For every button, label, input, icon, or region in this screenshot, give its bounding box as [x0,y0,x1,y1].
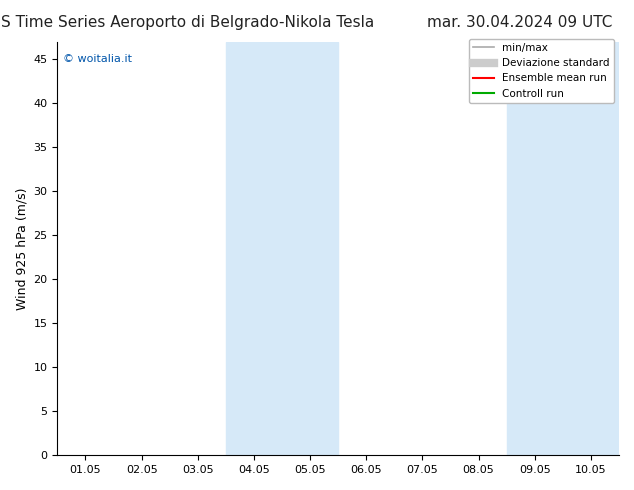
Text: mar. 30.04.2024 09 UTC: mar. 30.04.2024 09 UTC [427,15,612,30]
Text: ENS Time Series Aeroporto di Belgrado-Nikola Tesla: ENS Time Series Aeroporto di Belgrado-Ni… [0,15,375,30]
Bar [507,42,619,455]
Text: © woitalia.it: © woitalia.it [63,54,132,64]
Legend: min/max, Deviazione standard, Ensemble mean run, Controll run: min/max, Deviazione standard, Ensemble m… [469,39,614,103]
Y-axis label: Wind 925 hPa (m/s): Wind 925 hPa (m/s) [15,187,28,310]
Bar [226,42,338,455]
